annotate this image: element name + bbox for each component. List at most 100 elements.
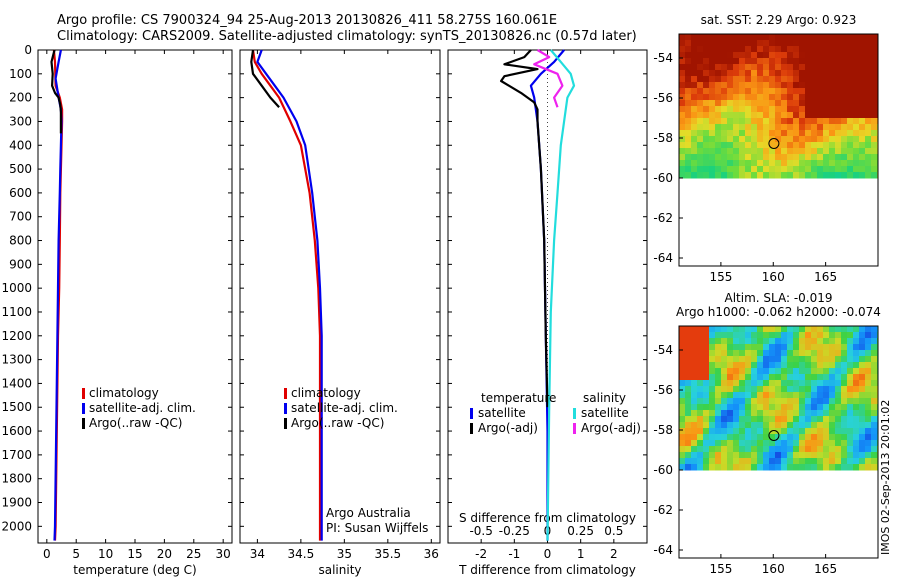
x-tick-label: 5 [72,547,80,561]
y-tick-label: 400 [9,138,32,152]
y-tick-label: -64 [653,251,673,265]
difference-axes: -2 -1 0 1 2 T difference from climatology -0.5… [447,49,648,577]
legend-swatch [82,388,85,399]
legend-swatch [82,418,85,429]
figure-title-line2: Climatology: CARS2009. Satellite-adjuste… [57,29,637,44]
x-tick-label: 15 [127,547,142,561]
map-frame [678,325,879,559]
legend-label: satellite [581,406,629,420]
series-line-satellite-adj-clim- [256,49,323,541]
x-axis-label: T difference from climatology [458,563,636,577]
y-tick-label: 0 [24,43,32,57]
y-tick-label: 1600 [1,424,32,438]
y-tick-label: -62 [653,503,673,517]
x-tick-label: 160 [762,270,785,284]
x-tick-label: 0 [544,547,552,561]
legend-swatch [284,403,287,414]
series-line-satellite-adj-clim- [53,49,63,541]
y-tick-label: 1900 [1,496,32,510]
legend-label: climatology [291,386,361,400]
y-tick-label: 1000 [1,281,32,295]
series-line-argo-raw-qc- [50,49,63,134]
legend-label: climatology [89,386,159,400]
legend-label: satellite-adj. clim. [291,401,398,415]
argo-location-marker [768,138,780,149]
salinity-axes: 34 34.5 35 35.5 36 salinity climatologysatelli… [239,49,441,577]
y-tick-label: 900 [9,257,32,271]
legend-swatch [284,388,287,399]
legend-label: satellite-adj. clim. [89,401,196,415]
y-tick-label: -62 [653,211,673,225]
x-axis-label: temperature (deg C) [73,563,196,577]
y-tick-label: -54 [653,51,673,65]
x-tick-label: 35 [337,547,352,561]
x-tick-label: 34.5 [288,547,315,561]
series-line-temperature-argo-adj- [500,49,549,408]
axes-frame [37,49,233,544]
sst-map-axes: sat. SST: 2.29 Argo: 0.923 155 160 165 -54 -5… [653,13,879,284]
top-x-tick-label: 0.25 [567,524,594,538]
legend-swatch [573,423,576,434]
x-tick-label: 155 [709,562,732,576]
x-tick-label: 165 [814,562,837,576]
map-subtitle: Argo h1000: -0.062 h2000: -0.074 [676,305,881,319]
y-tick-label: 1100 [1,305,32,319]
legend-swatch [470,408,473,419]
y-tick-label: 800 [9,234,32,248]
y-tick-label: 1500 [1,400,32,414]
y-tick-label: 1800 [1,472,32,486]
x-tick-label: 34 [250,547,265,561]
x-tick-label: 160 [762,562,785,576]
top-x-tick-label: -0.5 [469,524,492,538]
axes-frame [239,49,441,544]
legend-swatch [470,423,473,434]
y-tick-label: 600 [9,186,32,200]
y-tick-label: -60 [653,171,673,185]
y-tick-label: -60 [653,463,673,477]
annotation-text: PI: Susan Wijffels [326,521,428,535]
top-x-tick-label: 0.5 [604,524,623,538]
x-axis-label: salinity [318,563,361,577]
y-tick-label: 500 [9,162,32,176]
series-line-climatology [251,49,322,541]
figure-title-line1: Argo profile: CS 7900324_94 25-Aug-2013 … [57,13,558,28]
y-tick-label: 700 [9,210,32,224]
y-tick-label: 200 [9,91,32,105]
x-tick-label: 30 [216,547,231,561]
legend-swatch [573,408,576,419]
y-tick-label: -56 [653,383,673,397]
x-tick-label: -2 [475,547,487,561]
y-tick-label: 300 [9,114,32,128]
map-field [679,34,878,179]
x-tick-label: 36 [424,547,439,561]
y-tick-label: -58 [653,423,673,437]
legend-label: Argo(..raw -QC) [291,416,384,430]
y-tick-label: 1200 [1,329,32,343]
legend-label: salinity [583,391,626,405]
top-x-tick-label: -0.25 [499,524,530,538]
x-tick-label: 20 [157,547,172,561]
y-tick-label: -58 [653,131,673,145]
y-tick-label: -56 [653,91,673,105]
legend-label: Argo(-adj) [478,421,538,435]
y-tick-label: -64 [653,543,673,557]
temperature-axes: 0100200300400500600700800900100011001200… [1,43,233,577]
map-frame [678,33,879,267]
y-tick-label: 100 [9,67,32,81]
x-tick-label: 165 [814,270,837,284]
x-tick-label: 10 [98,547,113,561]
imos-timestamp: IMOS 02-Sep-2013 20:01:02 [879,399,892,555]
x-tick-label: 25 [186,547,201,561]
map-field [679,326,878,471]
series-line-salinity-satellite [546,49,576,541]
map-title: Altim. SLA: -0.019 [724,291,832,305]
y-tick-label: -54 [653,343,673,357]
x-tick-label: 1 [577,547,585,561]
x-tick-label: 0 [43,547,51,561]
x-tick-label: 2 [610,547,618,561]
y-tick-label: 1700 [1,448,32,462]
x-tick-label: -1 [508,547,520,561]
series-line-argo-raw-qc- [250,49,280,108]
